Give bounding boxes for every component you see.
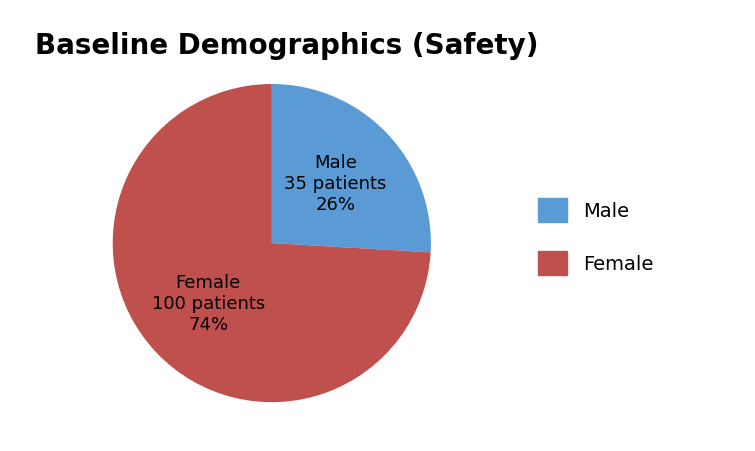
Wedge shape — [272, 85, 431, 253]
Text: Female
100 patients
74%: Female 100 patients 74% — [152, 274, 265, 333]
Legend: Male, Female: Male, Female — [538, 198, 653, 275]
Text: Baseline Demographics (Safety): Baseline Demographics (Safety) — [35, 32, 538, 60]
Text: Male
35 patients
26%: Male 35 patients 26% — [285, 154, 387, 213]
Wedge shape — [112, 85, 430, 402]
